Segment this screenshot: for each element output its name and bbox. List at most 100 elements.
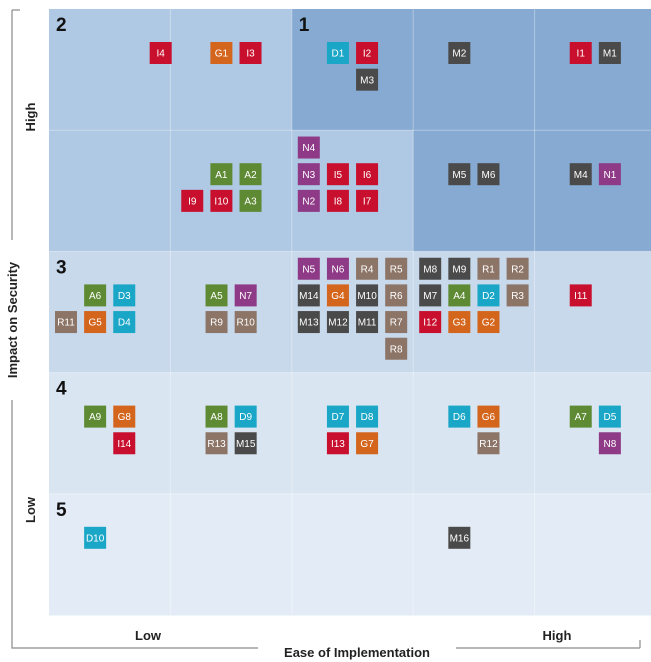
item-tile-label: G8 (118, 412, 132, 423)
item-tile-box (297, 257, 320, 280)
item-tile-label: A4 (453, 291, 466, 302)
item-tile-box (234, 284, 257, 307)
item-tile-n1: N1 (598, 163, 621, 186)
zone-label-5: 5 (56, 500, 67, 521)
matrix-cell-r0-c3 (413, 9, 536, 131)
item-tile-label: I3 (246, 49, 255, 60)
item-tile-label: N2 (302, 196, 315, 207)
item-tile-label: M5 (452, 170, 466, 181)
item-tile-label: R11 (57, 318, 75, 329)
item-tile-box (356, 189, 379, 212)
item-tile-label: R9 (210, 318, 223, 329)
item-tile-box (356, 311, 379, 334)
item-tile-label: N1 (603, 170, 616, 181)
item-tile-box (419, 311, 442, 334)
item-tile-box (297, 311, 320, 334)
item-tile-box (113, 284, 136, 307)
item-tile-label: G2 (482, 318, 496, 329)
item-tile-label: M4 (574, 170, 588, 181)
item-tile-r13: R13 (205, 432, 228, 455)
item-tile-box (113, 405, 136, 428)
item-tile-label: R13 (207, 439, 226, 450)
item-tile-r10: R10 (234, 311, 257, 334)
item-tile-label: G5 (88, 318, 102, 329)
item-tile-label: G3 (453, 318, 467, 329)
item-tile-i7: I7 (356, 189, 379, 212)
item-tile-box (477, 163, 500, 186)
x-axis-title-bg (258, 644, 456, 660)
item-tile-m15: M15 (234, 432, 257, 455)
item-tile-box (598, 405, 621, 428)
matrix-cell-r4-c3 (413, 493, 536, 616)
matrix-cell-r3-c2 (291, 372, 414, 495)
item-tile-r9: R9 (205, 311, 228, 334)
item-tile-box (356, 432, 379, 455)
matrix-cell-r4-c2 (291, 493, 414, 616)
item-tile-g1: G1 (210, 42, 233, 64)
item-tile-r7: R7 (385, 311, 408, 334)
matrix-cell-r4-c0 (49, 493, 171, 616)
item-tile-box (326, 189, 349, 212)
item-tile-a2: A2 (239, 163, 262, 186)
item-tile-g3: G3 (448, 311, 471, 334)
item-tile-label: D1 (332, 49, 345, 60)
item-tile-label: I8 (334, 196, 343, 207)
item-tile-box (326, 432, 349, 455)
item-tile-label: R4 (361, 264, 374, 275)
item-tile-g7: G7 (356, 432, 379, 455)
item-tile-box (113, 311, 136, 334)
item-tile-a8: A8 (205, 405, 228, 428)
item-tile-box (356, 405, 379, 428)
item-tile-box (297, 284, 320, 307)
item-tile-i10: I10 (210, 189, 233, 212)
item-tile-box (385, 337, 408, 360)
item-tile-box (356, 284, 379, 307)
item-tile-label: M10 (357, 291, 377, 302)
x-axis-low-label: Low (135, 628, 162, 643)
item-tile-g5: G5 (84, 311, 107, 334)
item-tile-box (598, 163, 621, 186)
item-tile-g2: G2 (477, 311, 500, 334)
item-tile-box (210, 163, 233, 186)
matrix-cell-r0-c4 (534, 9, 651, 131)
item-tile-g6: G6 (477, 405, 500, 428)
item-tile-label: I14 (117, 439, 131, 450)
item-tile-box (54, 311, 77, 334)
x-axis-title: Ease of Implementation (284, 645, 430, 660)
item-tile-label: M11 (358, 318, 377, 329)
item-tile-label: M14 (299, 291, 319, 302)
matrix-cell-r3-c4 (534, 372, 651, 495)
item-tile-label: R8 (390, 344, 403, 355)
item-tile-box (356, 42, 379, 64)
item-tile-m7: M7 (419, 284, 442, 307)
item-tile-m14: M14 (297, 284, 320, 307)
item-tile-label: I6 (363, 170, 372, 181)
item-tile-label: A9 (89, 412, 102, 423)
item-tile-d10: D10 (84, 526, 107, 549)
item-tile-box (569, 405, 592, 428)
item-tile-m5: M5 (448, 163, 471, 186)
item-tile-label: R5 (390, 264, 403, 275)
item-tile-i9: I9 (181, 189, 204, 212)
item-tile-r6: R6 (385, 284, 408, 307)
item-tile-g8: G8 (113, 405, 136, 428)
item-tile-box (239, 189, 262, 212)
zone-label-1: 1 (299, 15, 310, 36)
item-tile-i4: I4 (149, 42, 172, 64)
item-tile-label: M16 (450, 533, 470, 544)
item-tile-r2: R2 (506, 257, 529, 280)
item-tile-i13: I13 (326, 432, 349, 455)
item-tile-box (181, 189, 204, 212)
item-tile-label: R1 (482, 264, 495, 275)
item-tile-label: M13 (299, 318, 319, 329)
item-tile-label: M8 (423, 264, 437, 275)
item-tile-box (234, 432, 257, 455)
item-tile-m16: M16 (448, 526, 471, 549)
item-tile-box (84, 311, 107, 334)
item-tile-d1: D1 (326, 42, 349, 64)
item-tile-m9: M9 (448, 257, 471, 280)
matrix-cell-r3-c1 (170, 372, 293, 495)
item-tile-i6: I6 (356, 163, 379, 186)
item-tile-m11: M11 (356, 311, 379, 334)
item-tile-box (448, 284, 471, 307)
